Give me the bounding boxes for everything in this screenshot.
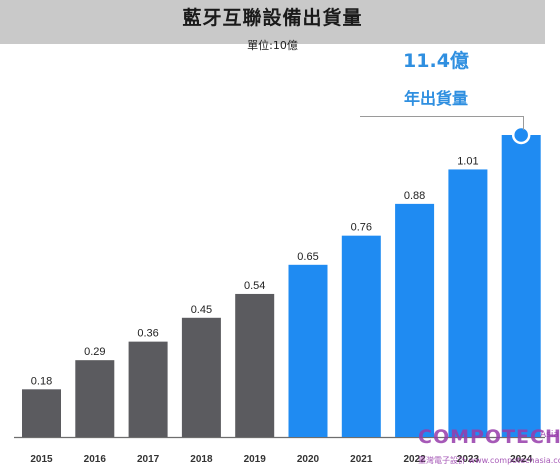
data-label-2021: 0.76	[351, 222, 372, 234]
callout-value: 11.4億	[403, 50, 469, 72]
watermark-logo: COMPOTECH Asia 臺灣電子設計 www.compotechasia.…	[418, 426, 560, 470]
x-tick-label-2020: 2020	[297, 454, 320, 465]
data-label-2015: 0.18	[31, 375, 52, 387]
x-tick-label-2016: 2016	[84, 454, 107, 465]
bar-2020	[288, 264, 328, 437]
data-label-2018: 0.45	[191, 304, 212, 316]
title-band	[0, 0, 545, 44]
x-tick-label-2019: 2019	[244, 454, 267, 465]
bar-2018	[181, 317, 221, 437]
x-tick-label-2021: 2021	[350, 454, 373, 465]
x-tick-label-2015: 2015	[30, 454, 53, 465]
data-label-2023: 1.01	[457, 155, 478, 167]
bar-2015	[22, 389, 61, 437]
chart-subtitle: 單位:10億	[247, 39, 298, 52]
bar-2017	[128, 341, 168, 437]
callout-label: 年出貨量	[403, 89, 468, 108]
watermark-brand: COMPOTECH	[418, 426, 560, 448]
chart-title: 藍牙互聯設備出貨量	[182, 7, 363, 29]
data-label-2019: 0.54	[244, 280, 265, 292]
x-tick-label-2018: 2018	[190, 454, 213, 465]
bar-2016	[75, 360, 115, 437]
bar-2024	[501, 135, 541, 437]
data-label-2020: 0.65	[297, 251, 318, 263]
x-tick-label-2017: 2017	[137, 454, 160, 465]
watermark-subtext: 臺灣電子設計 www.compotechasia.com	[418, 456, 560, 465]
data-label-2022: 0.88	[404, 190, 425, 202]
bar-2021	[341, 235, 381, 437]
data-label-2016: 0.29	[84, 346, 105, 358]
callout-tick	[523, 116, 524, 130]
watermark-asia: Asia	[540, 430, 559, 440]
bar-2023	[448, 169, 488, 437]
x-tick-label-2022: 2022	[403, 454, 426, 465]
data-label-2017: 0.36	[137, 328, 158, 340]
bar-2019	[235, 293, 275, 437]
x-tick-label-2023: 2023	[457, 454, 480, 465]
annotation-marker	[511, 125, 531, 145]
x-tick-label-2024: 2024	[510, 454, 533, 465]
bar-2022	[395, 203, 435, 437]
callout-line	[360, 116, 524, 117]
